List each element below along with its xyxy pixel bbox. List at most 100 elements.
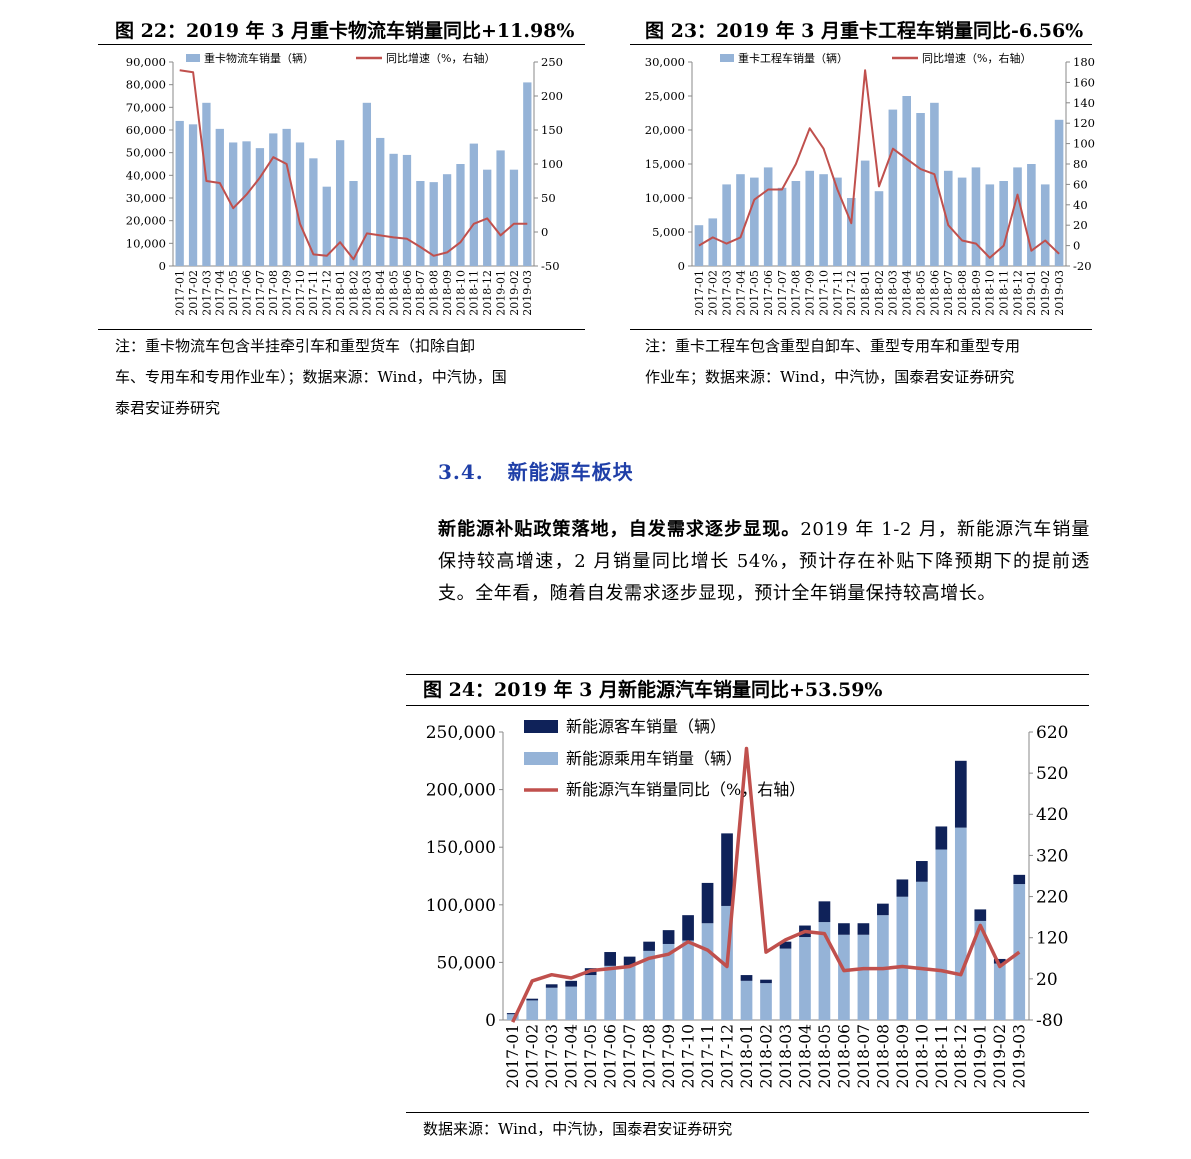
fig22-note-line-1: 注：重卡物流车包含半挂牵引车和重型货车（扣除自卸: [115, 337, 476, 355]
x-tick-label: 2017-08: [790, 270, 803, 316]
bar-stacked-top: [779, 941, 792, 949]
section-number: 3.4.: [438, 460, 484, 484]
fig22-top-rule: [98, 44, 585, 45]
x-tick-label: 2017-01: [504, 1024, 522, 1088]
x-tick-label: 2017-08: [267, 270, 280, 316]
bar-stacked-top: [1013, 874, 1026, 885]
bar-stacked-top: [565, 980, 578, 987]
fig24-chart: 0 50,000 100,000 150,000 200,000 250,000 -80 20…: [426, 717, 1069, 1089]
bar-stacked-top: [526, 998, 539, 1001]
bar-stacked-top: [896, 879, 909, 897]
left-tick-label: 40,000: [126, 168, 166, 182]
bar: [456, 164, 465, 266]
left-tick-label: 0: [159, 259, 166, 273]
bar-stacked-top: [682, 915, 694, 941]
bar: [791, 181, 801, 266]
bar-stacked-top: [857, 923, 870, 935]
bar: [935, 849, 948, 1020]
x-tick-label: 2018-12: [1011, 270, 1024, 316]
x-tick-label: 2017-05: [227, 270, 240, 316]
x-tick-label: 2017-06: [602, 1024, 620, 1088]
right-tick-label: -80: [1036, 1011, 1063, 1031]
right-tick-label: 120: [1036, 929, 1068, 949]
bar: [799, 937, 811, 1020]
left-tick-label: 25,000: [645, 89, 685, 103]
x-tick-label: 2019-01: [972, 1024, 990, 1088]
right-tick-label: 140: [1073, 96, 1095, 110]
bar: [930, 102, 939, 266]
x-tick-label: 2017-01: [174, 270, 187, 316]
x-tick-label: 2017-04: [214, 270, 227, 316]
bar: [1040, 184, 1050, 266]
right-tick-label: 100: [1073, 137, 1095, 151]
x-tick-label: 2018-11: [998, 270, 1011, 316]
fig23-note: 注：重卡工程车包含重型自卸车、重型专用车和重型专用 作业车；数据来源：Wind，…: [645, 331, 1095, 393]
x-tick-label: 2018-07: [942, 270, 955, 316]
bar: [269, 133, 278, 266]
legend-car-swatch: [524, 752, 558, 765]
section-title: 新能源车板块: [507, 460, 634, 484]
left-tick-label: 5,000: [652, 225, 685, 239]
series-line: [698, 69, 1060, 259]
bar: [429, 182, 438, 266]
bar-stacked-top: [838, 923, 850, 935]
x-tick-label: 2017-12: [845, 270, 858, 316]
x-tick-label: 2018-07: [855, 1024, 873, 1088]
bar: [335, 140, 345, 266]
bar: [819, 174, 828, 266]
legend-bar-swatch: [186, 54, 200, 62]
x-tick-label: 2017-10: [679, 1024, 697, 1088]
fig24-bottom-rule: [406, 1112, 1089, 1113]
bar: [682, 940, 694, 1020]
bar: [888, 109, 898, 266]
x-tick-label: 2019-02: [508, 270, 521, 316]
x-tick-label: 2018-10: [913, 1024, 931, 1088]
right-tick-label: 320: [1036, 846, 1068, 866]
fig22-chart: 0 10,000 20,000 30,000 40,000 50,000 60,000 70,…: [126, 51, 563, 316]
fig24-top-rule: [406, 674, 1089, 675]
bar-stacked-top: [760, 979, 772, 984]
x-tick-label: 2017-03: [543, 1024, 561, 1088]
x-tick-label: 2017-02: [707, 270, 720, 316]
bar: [916, 113, 925, 266]
x-tick-label: 2017-11: [831, 270, 844, 316]
x-tick-label: 2017-07: [254, 270, 267, 316]
bar: [902, 96, 911, 266]
x-tick-label: 2018-05: [914, 270, 927, 316]
right-tick-label: 120: [1073, 116, 1095, 130]
legend-line-label: 同比增速（%，右轴）: [386, 51, 495, 65]
fig22-bottom-rule: [98, 329, 585, 330]
series-line: [511, 746, 1021, 1023]
bar: [750, 177, 759, 266]
bar: [188, 124, 198, 266]
fig22-note: 注：重卡物流车包含半挂牵引车和重型货车（扣除自卸 车、专用车和专用作业车）；数据…: [115, 331, 585, 424]
left-tick-label: 0: [485, 1011, 496, 1031]
x-tick-label: 2018-04: [796, 1024, 814, 1089]
bar: [916, 881, 928, 1020]
x-tick-label: 2017-06: [762, 270, 775, 316]
bar-stacked-top: [740, 975, 753, 981]
bar: [643, 950, 655, 1020]
left-tick-label: 90,000: [126, 55, 166, 69]
x-tick-label: 2018-12: [952, 1024, 970, 1088]
x-tick-label: 2018-05: [387, 270, 400, 316]
x-tick-label: 2018-09: [894, 1024, 912, 1088]
left-tick-label: 70,000: [126, 100, 166, 114]
x-tick-label: 2017-03: [200, 270, 213, 316]
fig23-title: 图 23：2019 年 3 月重卡工程车销量同比-6.56%: [645, 20, 1084, 42]
bar: [242, 141, 251, 266]
left-tick-label: 60,000: [126, 123, 166, 137]
bar: [701, 923, 714, 1020]
left-tick-label: 80,000: [126, 78, 166, 92]
bar: [1027, 164, 1036, 266]
x-tick-label: 2017-11: [307, 270, 320, 316]
right-tick-label: 20: [1073, 218, 1088, 232]
x-tick-label: 2017-02: [524, 1024, 542, 1088]
bar: [1013, 167, 1022, 266]
right-tick-label: 60: [1073, 177, 1088, 191]
x-tick-label: 2017-04: [563, 1024, 581, 1089]
x-tick-label: 2017-05: [748, 270, 761, 316]
x-tick-label: 2018-01: [334, 270, 347, 316]
right-tick-label: -20: [1073, 259, 1092, 273]
bar: [506, 1014, 519, 1020]
